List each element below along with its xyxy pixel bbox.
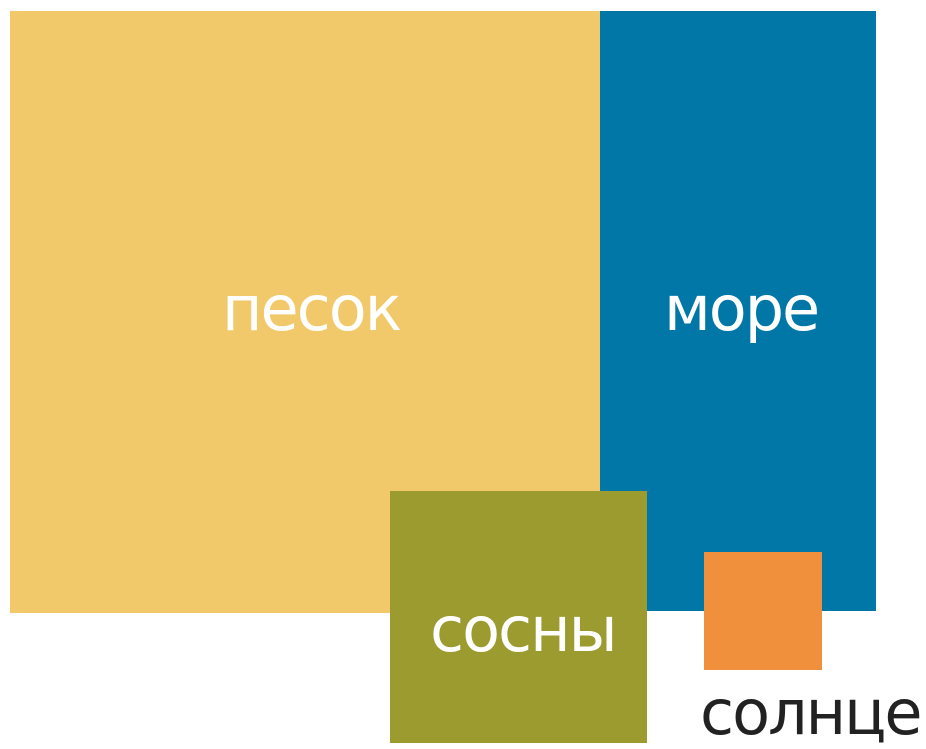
sand-label: песок xyxy=(222,272,402,345)
pines-block xyxy=(390,491,647,743)
pines-label: сосны xyxy=(430,593,618,666)
sea-label: море xyxy=(664,272,820,345)
sun-block xyxy=(704,552,822,670)
sun-label: солнце xyxy=(700,676,923,749)
